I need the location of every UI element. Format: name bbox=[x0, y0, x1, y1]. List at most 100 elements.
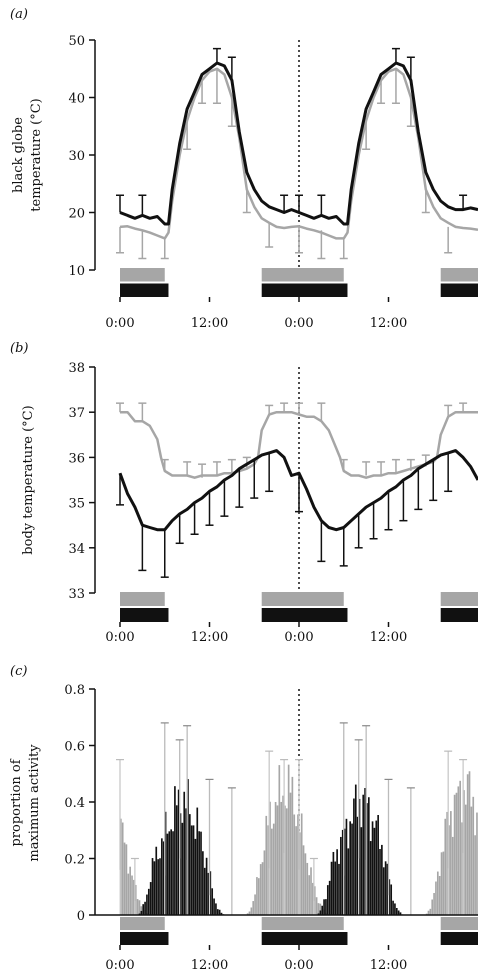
activity-bar bbox=[215, 903, 217, 915]
grey-lighting-bar bbox=[261, 268, 344, 282]
activity-bar bbox=[381, 844, 383, 915]
activity-bar bbox=[220, 912, 223, 915]
activity-bar bbox=[144, 901, 146, 915]
black-series bbox=[116, 47, 478, 226]
grey-lighting-bar bbox=[261, 917, 344, 930]
activity-bar bbox=[172, 831, 174, 915]
activity-bar bbox=[287, 764, 290, 915]
activity-bar bbox=[464, 804, 467, 915]
activity-bar bbox=[147, 888, 150, 915]
activity-bar bbox=[312, 882, 314, 915]
activity-bar bbox=[371, 821, 374, 915]
activity-bar bbox=[188, 814, 191, 915]
activity-bar bbox=[259, 864, 262, 915]
activity-bar bbox=[127, 873, 130, 915]
activity-bar bbox=[310, 867, 312, 915]
activity-bar bbox=[325, 899, 327, 915]
grey-activity-bars bbox=[116, 750, 478, 915]
activity-bar bbox=[289, 792, 292, 915]
activity-bar bbox=[282, 795, 284, 915]
activity-bar bbox=[427, 910, 430, 915]
x-tick-label: 12:00 bbox=[370, 630, 407, 645]
activity-bar bbox=[446, 811, 448, 915]
y-axis-title: temperature (°C) bbox=[29, 98, 44, 211]
y-tick-label: 35 bbox=[68, 497, 85, 512]
x-tick-label: 0:00 bbox=[105, 630, 134, 645]
activity-bar bbox=[129, 866, 131, 915]
activity-bar bbox=[187, 779, 189, 915]
activity-bar bbox=[293, 814, 296, 915]
y-tick-label: 0 bbox=[77, 909, 85, 924]
y-tick-label: 37 bbox=[68, 406, 85, 421]
activity-bar bbox=[323, 899, 325, 915]
y-tick-label: 33 bbox=[68, 587, 85, 602]
y-tick-label: 50 bbox=[68, 34, 85, 49]
activity-bar bbox=[343, 828, 346, 915]
y-axis-title: proportion of bbox=[9, 758, 24, 846]
activity-bar bbox=[306, 862, 309, 915]
activity-bar bbox=[338, 863, 340, 915]
y-axis-title: black globe bbox=[11, 117, 26, 193]
activity-bar bbox=[429, 908, 432, 915]
activity-bar bbox=[442, 851, 445, 915]
panel-c-plot: 0 0.2 0.4 0.6 0.8 proportion of maximum activi… bbox=[9, 683, 478, 973]
black-lighting-bar bbox=[440, 932, 478, 945]
activity-bar bbox=[436, 871, 439, 915]
activity-bar bbox=[134, 884, 137, 915]
activity-bar bbox=[328, 880, 331, 915]
activity-bar bbox=[444, 818, 447, 915]
activity-bar bbox=[194, 838, 197, 915]
activity-bar bbox=[121, 822, 124, 915]
activity-bar bbox=[319, 910, 322, 915]
y-tick-label: 40 bbox=[68, 92, 85, 107]
activity-bar bbox=[291, 776, 294, 915]
activity-bar bbox=[190, 825, 193, 915]
activity-bar bbox=[386, 863, 389, 915]
y-tick-label: 0.4 bbox=[64, 796, 85, 811]
activity-bar bbox=[440, 852, 443, 915]
activity-bar bbox=[349, 821, 352, 915]
black-lighting-bar bbox=[120, 283, 169, 297]
activity-bar bbox=[351, 823, 353, 915]
y-tick-label: 36 bbox=[68, 451, 85, 466]
activity-bar bbox=[183, 791, 186, 915]
activity-bar bbox=[153, 861, 156, 915]
activity-bar bbox=[362, 794, 365, 915]
activity-bar bbox=[256, 877, 258, 915]
activity-bar bbox=[162, 841, 165, 915]
activity-bar bbox=[334, 861, 337, 915]
activity-bar bbox=[353, 798, 355, 915]
black-lighting-bar bbox=[120, 608, 169, 622]
activity-bar bbox=[284, 805, 286, 915]
grey-lighting-bar bbox=[440, 917, 478, 930]
y-tick-label: 38 bbox=[68, 361, 85, 376]
activity-bar bbox=[140, 906, 143, 915]
black-series bbox=[116, 449, 478, 578]
grey-lighting-bar bbox=[261, 592, 344, 606]
panel-b-label: (b) bbox=[10, 341, 28, 356]
activity-bar bbox=[280, 801, 283, 915]
panel-a-label: (a) bbox=[10, 7, 28, 22]
activity-bar bbox=[379, 849, 381, 915]
activity-bar bbox=[364, 788, 366, 915]
activity-bar bbox=[367, 797, 370, 915]
activity-bar bbox=[319, 903, 322, 915]
activity-bar bbox=[209, 871, 212, 915]
activity-bar bbox=[394, 903, 396, 915]
activity-bar bbox=[218, 909, 221, 915]
activity-bar bbox=[373, 827, 376, 915]
black-activity-bars bbox=[138, 722, 415, 915]
x-tick-label: 12:00 bbox=[370, 958, 407, 973]
activity-bar bbox=[200, 831, 202, 915]
x-tick-label: 12:00 bbox=[370, 316, 407, 331]
activity-bar bbox=[347, 848, 350, 915]
x-tick-label: 0:00 bbox=[284, 316, 313, 331]
activity-bar bbox=[269, 801, 271, 915]
x-tick-label: 12:00 bbox=[191, 630, 228, 645]
activity-bar bbox=[369, 841, 372, 915]
panel-c: (c) 0 0.2 0.4 0.6 0.8 proportion of maximum ac… bbox=[9, 664, 478, 973]
activity-bar bbox=[149, 882, 152, 915]
activity-bar bbox=[263, 850, 266, 915]
y-axis-title: maximum activity bbox=[27, 744, 42, 862]
